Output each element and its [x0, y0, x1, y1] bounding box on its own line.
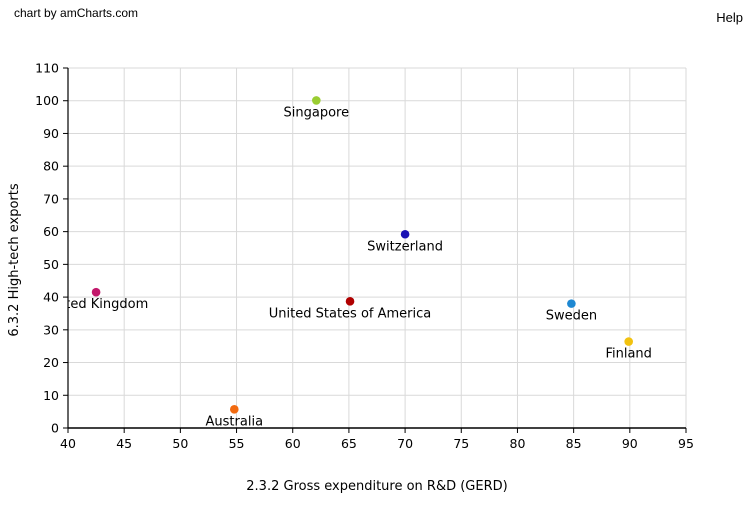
- x-tick-label: 65: [341, 436, 357, 451]
- y-tick-label: 20: [43, 355, 59, 370]
- data-point[interactable]: [312, 96, 321, 105]
- y-tick-label: 100: [35, 93, 59, 108]
- y-tick-label: 0: [51, 421, 59, 436]
- data-point-label: Finland: [605, 347, 651, 362]
- x-tick-label: 80: [510, 436, 526, 451]
- data-point-label: Sweden: [546, 309, 597, 324]
- data-point[interactable]: [91, 287, 101, 297]
- data-point[interactable]: [624, 337, 633, 346]
- y-tick-label: 90: [43, 126, 59, 141]
- data-point[interactable]: [345, 297, 355, 306]
- y-axis-ticks: 0 10 20 30 40 50 60 70 80 90 100 110: [35, 61, 68, 436]
- data-point[interactable]: [400, 229, 410, 239]
- y-tick-label: 70: [43, 191, 59, 206]
- x-tick-label: 90: [622, 436, 638, 451]
- x-tick-label: 75: [453, 436, 469, 451]
- data-point[interactable]: [229, 405, 239, 414]
- y-tick-label: 10: [43, 388, 59, 403]
- x-tick-label: 60: [285, 436, 301, 451]
- y-tick-label: 110: [35, 61, 59, 76]
- data-point-label: Australia: [206, 414, 264, 429]
- chart-credit[interactable]: chart by amCharts.com: [14, 6, 139, 20]
- data-point-label: United States of America: [269, 306, 431, 321]
- y-axis-title: 6.3.2 High-tech exports: [7, 183, 22, 337]
- y-tick-label: 80: [43, 159, 59, 174]
- y-tick-label: 40: [43, 290, 59, 305]
- data-point-label: Switzerland: [367, 239, 443, 254]
- x-axis-ticks: 40 45 50 55 60 65 70 75 80 85 90 95: [60, 428, 694, 451]
- x-axis-title: 2.3.2 Gross expenditure on R&D (GERD): [246, 479, 507, 494]
- axes: [67, 68, 686, 429]
- x-tick-label: 85: [566, 436, 582, 451]
- y-tick-label: 60: [43, 224, 59, 239]
- help-link[interactable]: Help: [716, 10, 743, 25]
- grid-lines: [68, 67, 687, 428]
- x-tick-label: 40: [60, 436, 76, 451]
- x-tick-label: 55: [229, 436, 245, 451]
- x-tick-label: 70: [397, 436, 413, 451]
- data-points: Singapore Switzerland United Kingdom United…: [44, 96, 652, 429]
- x-tick-label: 95: [678, 436, 694, 451]
- data-point[interactable]: [567, 299, 576, 308]
- data-point-label: Singapore: [284, 105, 350, 120]
- y-tick-label: 30: [43, 322, 59, 337]
- x-tick-label: 50: [172, 436, 188, 451]
- x-tick-label: 45: [116, 436, 132, 451]
- y-tick-label: 50: [43, 257, 59, 272]
- data-point-label: United Kingdom: [44, 297, 148, 312]
